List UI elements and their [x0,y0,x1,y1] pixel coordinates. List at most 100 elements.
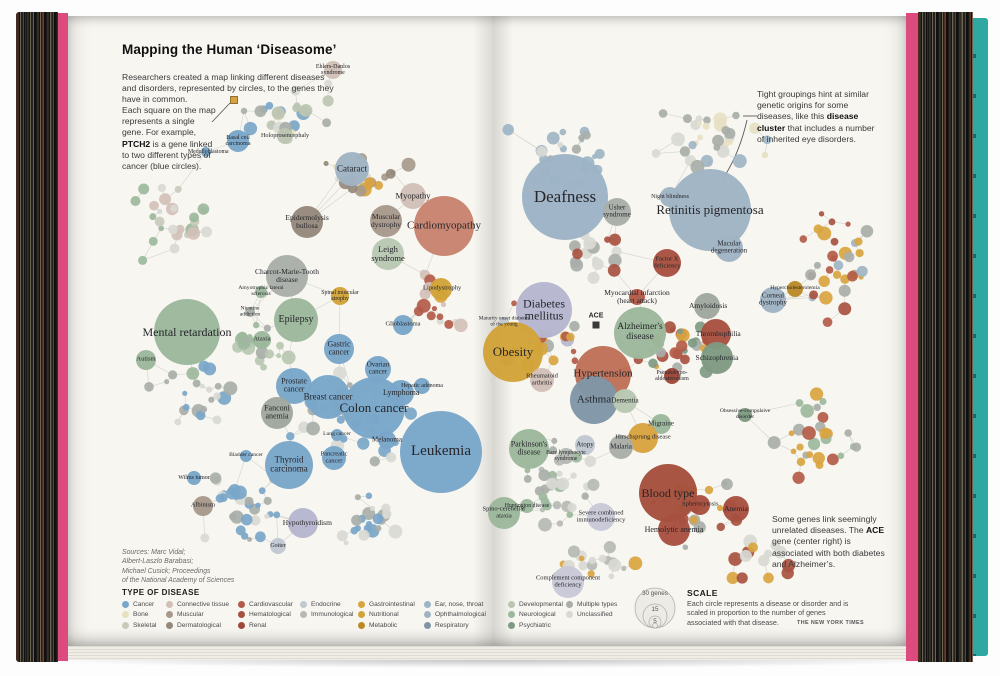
annotation-top-pre: Tight groupings hint at similar genetic … [757,88,869,122]
gene-node-dot [663,321,676,334]
gene-node-dot [567,545,581,558]
legend-item-renal: Renal [238,620,293,630]
gene-node-dot [802,426,816,440]
gene-node-dot [276,353,282,359]
gene-node-dot [603,541,616,554]
gene-node-dot [240,513,253,526]
gene-node-dot [749,122,761,134]
disease-circle-anemia [723,496,749,522]
gene-node-dot [536,146,547,157]
legend-title: TYPE OF DISEASE [122,588,200,597]
legend-item-respiratory: Respiratory [424,620,486,630]
gene-node-dot [608,233,621,246]
gene-node-dot [174,185,182,193]
gene-node-dot [796,457,806,467]
disease-circle-spherocytosis [690,495,710,515]
gene-node-dot [546,131,560,145]
legend-dot [238,600,245,608]
legend-label: Hematological [249,611,291,618]
legend-column: Ear, nose, throat Ophthalmological Respira… [424,599,486,631]
disease-circle-migraine [651,414,671,434]
disease-circle-hepatic-adenoma [414,378,430,394]
disease-circle-pancreatic-cancer [322,446,346,470]
disease-circle-lipodystrophy [430,278,452,300]
legend-label: Connective tissue [177,600,230,608]
gene-node-dot [621,565,627,571]
gene-node-dot [583,236,597,250]
disease-circle-schizophrenia [701,342,733,374]
gene-node-dot [365,492,373,500]
gene-node-dot [779,550,785,557]
disease-circle-hypercholesterolemia [787,281,803,297]
legend-item-ophthalmological: Ophthalmological [424,610,486,620]
annotation-bottom-bold: ACE [865,524,885,535]
gene-node-dot [540,497,550,506]
gene-node-dot [648,358,658,369]
gene-node-dot [372,513,384,525]
legend-dot [424,621,431,629]
gene-node-dot [333,366,347,380]
legend-dot [166,621,173,629]
disease-circle-amyloidosis [694,293,720,319]
gene-node-dot [578,555,585,562]
disease-circle-diabetes-mellitus [516,282,572,338]
gene-node-dot [149,213,157,221]
gene-node-dot [608,558,622,572]
gene-node-dot [799,235,808,243]
legend-label: Respiratory [435,621,469,629]
legend-item-connective-tissue: Connective tissue [166,599,229,609]
gene-node-dot [273,511,281,519]
gene-note-pre: Each square on the map represents a sing… [122,104,216,138]
disease-circle-ovarian-cancer [365,356,391,382]
gene-node-dot [336,530,348,542]
gene-node-dot [169,243,180,254]
disease-circle-ehlers-danlos-syndrome [324,61,342,79]
gene-node-dot [825,266,834,274]
disease-circle-alzheimer-s-disease [614,307,666,359]
gene-node-dot [365,520,373,528]
gene-node-dot [702,122,710,130]
gene-node-dot [388,524,403,539]
gene-node-dot [200,405,208,413]
disease-circle-nicotine-addiction [245,307,255,317]
gene-node-dot [578,561,588,571]
gene-node-dot [826,453,839,466]
gene-node-dot [260,363,267,371]
gene-node-dot [440,301,447,308]
annotation-top-post: that includes a number of inherited eye … [757,122,875,144]
pink-endpaper-right [906,13,918,661]
gene-node-dot [800,404,814,418]
gene-node-dot [212,415,222,425]
gene-node-dot [584,455,596,467]
disease-circle-lymphoma [388,380,414,406]
gene-node-dot [156,208,163,215]
gene-node-dot [255,502,261,509]
legend-column: Endocrine Immunological [300,599,354,620]
gene-node-dot [817,411,829,423]
gene-node-dot [192,379,201,388]
gene-node-dot [688,141,697,150]
gene-node-dot [822,317,833,328]
gene-node-dot [559,128,567,136]
legend-item-dermatological: Dermatological [166,620,229,630]
legend-dot [508,621,515,629]
gene-node-dot [569,320,580,332]
gene-node-dot [548,355,559,366]
disease-circle-wilms-tumor [187,471,201,485]
gene-node-dot [511,300,517,307]
gene-node-dot [806,451,814,459]
gene-node-dot [713,143,721,151]
disease-circle-thyroid-carcinoma [265,441,313,489]
gene-node-dot [157,183,167,193]
gene-node-dot [677,328,684,335]
legend-item-nutritional: Nutritional [358,610,415,620]
disease-circle-hypothyroidism [288,508,318,538]
gene-node-dot [369,456,380,467]
gene-node-dot [682,114,692,124]
gene-node-dot [697,134,704,141]
legend-item-unclassified: Unclassified [566,610,617,620]
gene-node-dot [854,237,863,246]
gene-node-dot [556,520,564,527]
gene-node-dot [436,313,444,321]
disease-circle-mental-retardation [154,299,220,365]
